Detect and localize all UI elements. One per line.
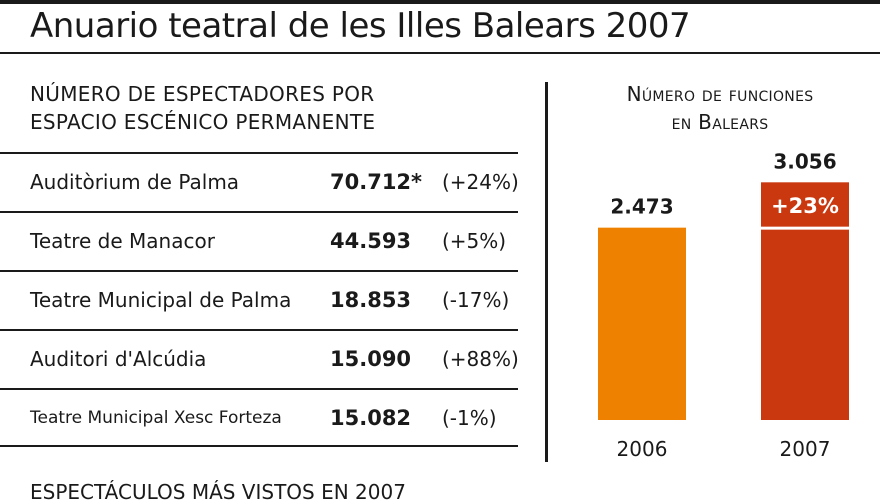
venue-name: Teatre de Manacor: [30, 229, 215, 253]
spectator-count: 15.082: [330, 406, 412, 430]
spectators-table: Auditòrium de Palma 70.712* (+24%) Teatr…: [0, 152, 519, 447]
spectator-count: 44.593: [330, 229, 412, 253]
bar-2006: [598, 227, 686, 420]
performances-heading-line2: en Balears: [671, 110, 769, 134]
performances-heading: Número de funciones en Balears: [560, 80, 880, 136]
change-percent: (+5%): [442, 229, 507, 253]
growth-separator: [761, 226, 849, 230]
performances-bar-chart: 2.473 2006 3.056 2007 +23%: [598, 149, 849, 461]
bar-2007: [761, 182, 849, 420]
spectators-heading-line2: ESPACIO ESCÉNICO PERMANENTE: [30, 110, 376, 134]
x-tick-label: 2007: [780, 437, 831, 461]
table-row: Auditòrium de Palma 70.712* (+24%): [0, 152, 519, 211]
performances-heading-line1: Número de funciones: [626, 82, 814, 106]
table-row: Teatre de Manacor 44.593 (+5%): [0, 211, 518, 270]
venue-name: Teatre Municipal Xesc Forteza: [30, 408, 282, 428]
table-row: Teatre Municipal de Palma 18.853 (-17%): [0, 270, 518, 329]
change-percent: (-17%): [442, 288, 510, 312]
spectator-count: 18.853: [330, 288, 412, 312]
spectator-count: 15.090: [330, 347, 412, 371]
top-rule: [0, 0, 880, 4]
title-rule: [0, 52, 880, 54]
spectators-heading-line1: NÚMERO DE ESPECTADORES POR: [30, 82, 375, 106]
table-row: Teatre Municipal Xesc Forteza 15.082 (-1…: [0, 388, 518, 447]
change-percent: (+24%): [442, 170, 519, 194]
spectators-heading: NÚMERO DE ESPECTADORES POR ESPACIO ESCÉN…: [30, 80, 500, 136]
venue-name: Teatre Municipal de Palma: [30, 288, 292, 312]
table-row: Auditori d'Alcúdia 15.090 (+88%): [0, 329, 519, 388]
bottom-section-heading: ESPECTÁCULOS MÁS VISTOS EN 2007: [30, 480, 406, 504]
change-percent: (+88%): [442, 347, 519, 371]
venue-name: Auditori d'Alcúdia: [30, 347, 207, 371]
x-tick-label: 2006: [617, 437, 668, 461]
venue-name: Auditòrium de Palma: [30, 170, 240, 194]
change-percent: (-1%): [442, 406, 497, 430]
spectator-count: 70.712*: [330, 170, 423, 194]
page-title: Anuario teatral de les Illes Balears 200…: [30, 6, 691, 46]
bar-value-label: 2.473: [610, 195, 673, 219]
growth-annotation: +23%: [771, 194, 839, 218]
bar-value-label: 3.056: [773, 149, 836, 173]
column-divider: [545, 82, 548, 462]
